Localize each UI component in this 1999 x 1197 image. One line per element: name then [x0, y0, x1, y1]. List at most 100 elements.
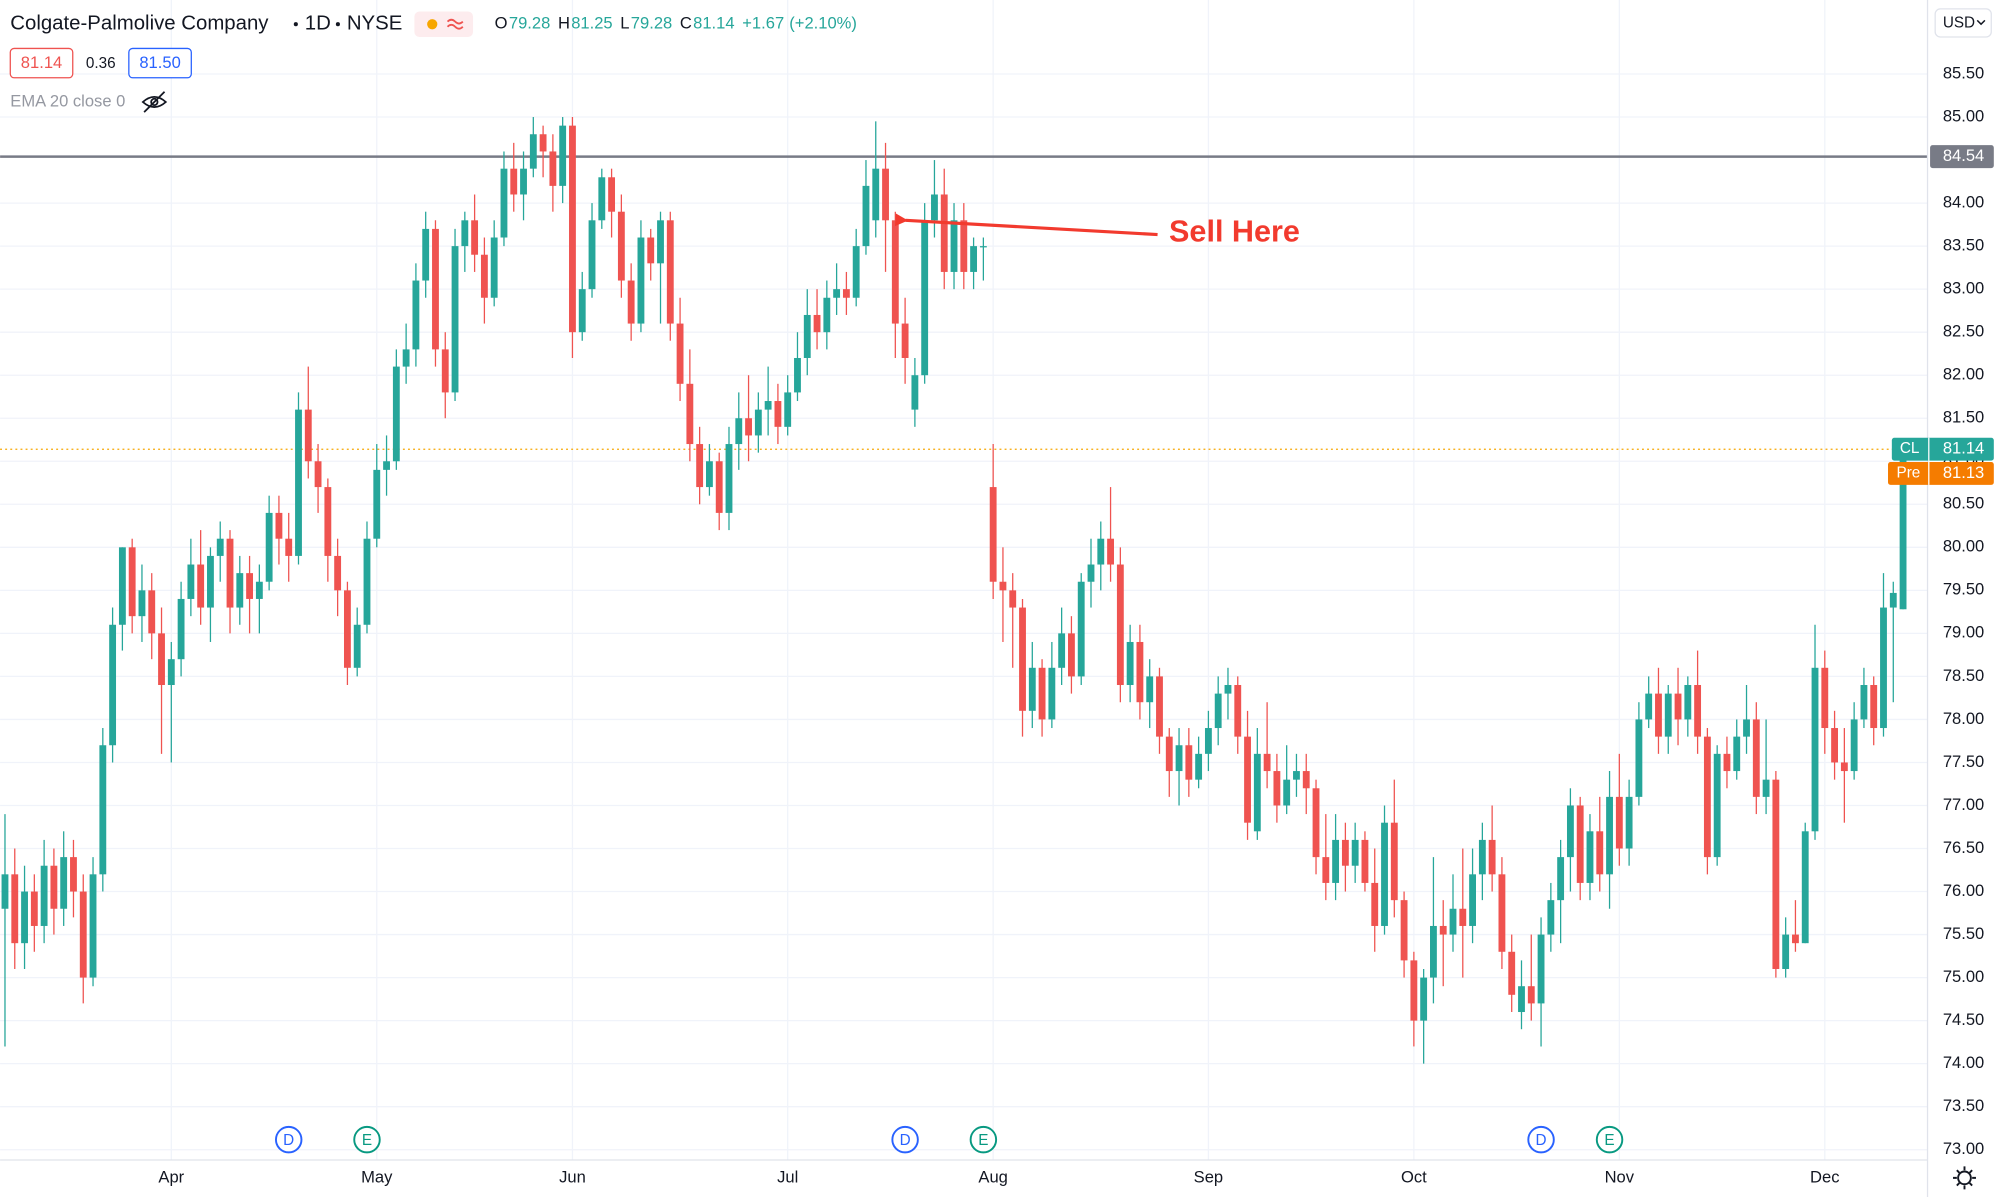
candle-body: [872, 168, 880, 221]
wave-icon: [446, 18, 464, 30]
candle-body: [1273, 771, 1281, 806]
candle-body: [705, 461, 713, 488]
candle-body: [1772, 779, 1780, 969]
candle-body: [480, 254, 488, 298]
candle-body: [510, 168, 518, 195]
candle-body: [1792, 934, 1799, 944]
candle-body: [1733, 736, 1741, 772]
candle-body: [60, 857, 68, 909]
candle-body: [1880, 607, 1887, 729]
candle-body: [1801, 831, 1809, 944]
candle-body: [979, 246, 987, 248]
y-tick-label: 74.50: [1943, 1010, 1984, 1029]
currency: USD: [1943, 15, 1975, 32]
event-marker[interactable]: [891, 1125, 919, 1154]
candle-body: [1244, 736, 1251, 823]
candle-body: [989, 487, 997, 582]
market-status[interactable]: [414, 11, 474, 37]
candle-body: [1253, 753, 1261, 832]
legend-change-pct: (+2.10%): [789, 14, 857, 33]
candle-body: [236, 573, 244, 608]
x-tick-label: Apr: [158, 1167, 184, 1186]
candle-body: [725, 444, 733, 513]
candle-body: [794, 357, 801, 393]
candle-body: [784, 392, 792, 427]
candle-body: [1635, 719, 1643, 797]
candle-body: [1527, 986, 1535, 1004]
gear-icon: [1957, 1170, 1972, 1186]
candle-body: [1723, 753, 1731, 772]
candle-body: [1586, 831, 1594, 883]
candle-body: [1655, 693, 1662, 737]
candle-body: [148, 590, 156, 634]
candle-body: [1508, 951, 1516, 995]
candle-body: [1713, 753, 1721, 858]
candle-body: [999, 581, 1007, 591]
event-marker[interactable]: [969, 1125, 998, 1154]
candle-body: [79, 891, 87, 978]
x-tick-label: Jun: [559, 1167, 586, 1186]
legend-key: C: [680, 14, 692, 33]
candle-body: [1175, 745, 1183, 772]
candle-body: [539, 134, 547, 152]
candle-body: [569, 125, 576, 333]
candle-body: [940, 194, 948, 272]
candle-body: [1351, 839, 1359, 866]
event-marker[interactable]: [1527, 1125, 1555, 1154]
currency-button[interactable]: [1934, 8, 1992, 38]
candle-body: [1596, 831, 1604, 875]
candle-body: [402, 349, 410, 367]
candle-body: [373, 469, 381, 539]
candle-body: [1165, 736, 1173, 772]
candle-body: [99, 745, 107, 875]
y-tick-label: 78.50: [1943, 666, 1984, 685]
candle-body: [70, 857, 77, 892]
candle-body: [1, 874, 9, 909]
x-tick-label: Aug: [978, 1167, 1007, 1186]
candle-body: [1009, 590, 1017, 608]
candle-body: [128, 547, 136, 617]
ask-box[interactable]: [128, 47, 192, 79]
event-marker[interactable]: [353, 1125, 381, 1154]
candle-body: [911, 375, 919, 410]
candle-body: [1449, 908, 1457, 935]
candle-body: [813, 314, 821, 333]
event-marker[interactable]: [1595, 1125, 1624, 1154]
candle-body: [324, 487, 332, 556]
candle-body: [745, 418, 752, 436]
legend-key: L: [620, 14, 629, 33]
y-tick-label: 74.00: [1943, 1053, 1984, 1072]
candle-body: [950, 220, 958, 272]
candle-body: [1361, 839, 1369, 883]
candle-body: [1615, 796, 1623, 849]
candle-body: [1185, 745, 1193, 780]
candle-body: [1870, 685, 1878, 729]
gear-teeth: [1953, 1166, 1976, 1190]
candle-body: [627, 280, 635, 324]
eye-slash: [143, 91, 166, 113]
hide-icon[interactable]: [141, 91, 168, 113]
event-label: D: [1536, 1132, 1547, 1149]
ask: 81.50: [139, 53, 180, 72]
candle-body: [226, 538, 234, 608]
candle-body: [1576, 805, 1584, 883]
candle-body: [1019, 607, 1026, 711]
y-tick-label: 75.00: [1943, 967, 1984, 986]
settings-button[interactable]: [1953, 1166, 1976, 1190]
candle-body: [383, 461, 390, 470]
candle-body: [1557, 857, 1565, 901]
bid-box[interactable]: [9, 47, 74, 79]
interval: 1D: [305, 13, 331, 35]
y-tick-label: 79.50: [1943, 580, 1984, 599]
candle-body: [852, 246, 860, 298]
candle-body: [255, 581, 263, 599]
last-price-badge: [1891, 437, 1994, 461]
candle-body: [1400, 900, 1408, 961]
candle-body: [1156, 676, 1163, 737]
event-marker[interactable]: [275, 1125, 303, 1154]
candle-body: [715, 461, 723, 513]
y-tick-label: 77.00: [1943, 795, 1984, 814]
candle-body: [441, 349, 449, 393]
candle-body: [275, 512, 283, 539]
